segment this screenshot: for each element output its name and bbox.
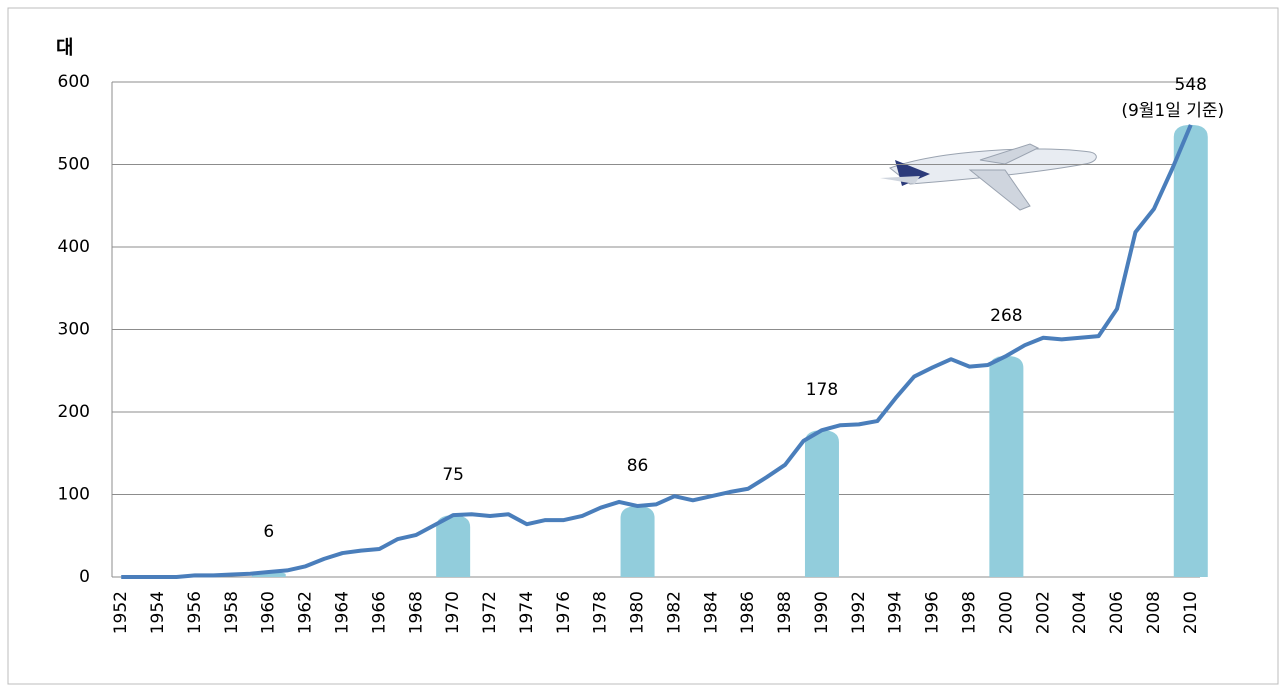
x-tick-label: 1978 — [591, 591, 611, 634]
page: 대 0 100 200 300 400 500 600 1952 1954 1956 1958 196… — [0, 0, 1286, 686]
bar — [436, 515, 470, 577]
data-label: 268 — [990, 306, 1022, 326]
x-tick-label: 1996 — [923, 591, 943, 634]
x-tick-label: 1974 — [517, 591, 537, 634]
y-tick-label: 600 — [58, 72, 90, 92]
y-tick-label: 0 — [79, 567, 90, 587]
bar — [621, 506, 655, 577]
bar — [805, 430, 839, 577]
x-tick-label: 2010 — [1181, 591, 1201, 634]
x-tick-label: 2004 — [1070, 591, 1090, 634]
y-tick-label: 300 — [58, 320, 90, 340]
x-tick-label: 1992 — [849, 591, 869, 634]
data-label: 548 — [1175, 75, 1207, 95]
x-tick-label: 1980 — [628, 591, 648, 634]
bar — [1174, 125, 1208, 577]
x-tick-label: 1962 — [296, 591, 316, 634]
x-tick-label: 1994 — [886, 591, 906, 634]
y-axis-label: 대 — [56, 37, 73, 59]
y-tick-label: 500 — [58, 155, 90, 175]
data-label: 6 — [263, 522, 274, 542]
x-tick-label: 1960 — [259, 591, 279, 634]
x-tick-label: 2008 — [1144, 591, 1164, 634]
y-tick-label: 200 — [58, 402, 90, 422]
x-tick-label: 1968 — [406, 591, 426, 634]
chart-border — [8, 8, 1278, 684]
bar — [989, 356, 1023, 577]
data-label: 178 — [806, 380, 838, 400]
x-tick-label: 1984 — [701, 591, 721, 634]
x-tick-label: 2002 — [1033, 591, 1053, 634]
x-tick-label: 1972 — [480, 591, 500, 634]
x-tick-label: 1956 — [185, 591, 205, 634]
x-tick-label: 1964 — [333, 591, 353, 634]
x-tick-label: 1990 — [812, 591, 832, 634]
y-tick-label: 400 — [58, 237, 90, 257]
x-tick-label: 1988 — [775, 591, 795, 634]
y-tick-label: 100 — [58, 485, 90, 505]
x-tick-label: 1966 — [369, 591, 389, 634]
x-tick-label: 1958 — [222, 591, 242, 634]
annotation: (9월1일 기준) — [1121, 101, 1224, 121]
x-tick-label: 1970 — [443, 591, 463, 634]
x-tick-label: 1998 — [959, 591, 979, 634]
data-label: 86 — [627, 456, 649, 476]
x-tick-label: 1952 — [111, 591, 131, 634]
x-tick-label: 1986 — [738, 591, 758, 634]
x-tick-label: 2006 — [1107, 591, 1127, 634]
x-tick-label: 1982 — [664, 591, 684, 634]
chart: 대 0 100 200 300 400 500 600 1952 1954 1956 1958 196… — [0, 0, 1286, 686]
data-label: 75 — [442, 465, 464, 485]
x-tick-label: 1954 — [148, 591, 168, 634]
x-tick-label: 2000 — [996, 591, 1016, 634]
x-tick-label: 1976 — [554, 591, 574, 634]
